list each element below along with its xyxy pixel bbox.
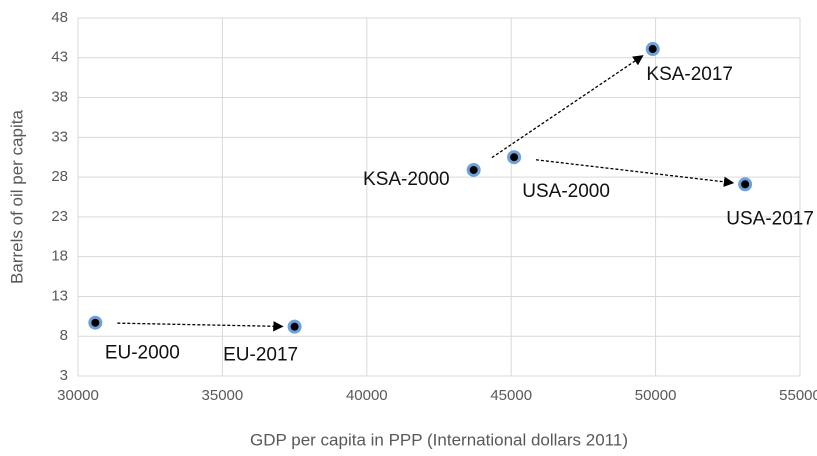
x-axis-title: GDP per capita in PPP (International dol… — [250, 430, 628, 449]
x-tick-label: 55000 — [779, 387, 817, 404]
x-tick-label: 35000 — [202, 387, 244, 404]
y-tick-label: 23 — [51, 208, 68, 225]
y-tick-label: 43 — [51, 49, 68, 66]
point — [738, 177, 753, 192]
y-tick-label: 33 — [51, 128, 68, 145]
point-label: USA-2000 — [522, 181, 610, 202]
point — [466, 162, 481, 177]
arrow — [491, 55, 644, 159]
point-label: EU-2000 — [105, 343, 180, 364]
point — [88, 315, 103, 330]
y-axis-title: Barrels of oil per capita — [7, 110, 26, 284]
point-label: KSA-2017 — [646, 64, 733, 85]
point-label: USA-2017 — [726, 208, 814, 229]
y-tick-label: 3 — [60, 367, 68, 384]
point — [507, 150, 522, 165]
y-tick-label: 8 — [60, 327, 68, 344]
x-tick-label: 45000 — [490, 387, 532, 404]
y-tick-label: 13 — [51, 287, 68, 304]
y-tick-label: 48 — [51, 9, 68, 26]
arrow — [535, 159, 735, 187]
arrow — [117, 321, 284, 332]
x-tick-label: 30000 — [57, 387, 99, 404]
y-tick-label: 38 — [51, 89, 68, 106]
point — [287, 319, 302, 334]
y-tick-label: 18 — [51, 248, 68, 265]
x-tick-label: 40000 — [346, 387, 388, 404]
x-tick-label: 50000 — [635, 387, 677, 404]
y-tick-label: 28 — [51, 168, 68, 185]
point — [645, 42, 660, 57]
point-label: KSA-2000 — [363, 169, 450, 190]
point-label: EU-2017 — [223, 345, 298, 366]
